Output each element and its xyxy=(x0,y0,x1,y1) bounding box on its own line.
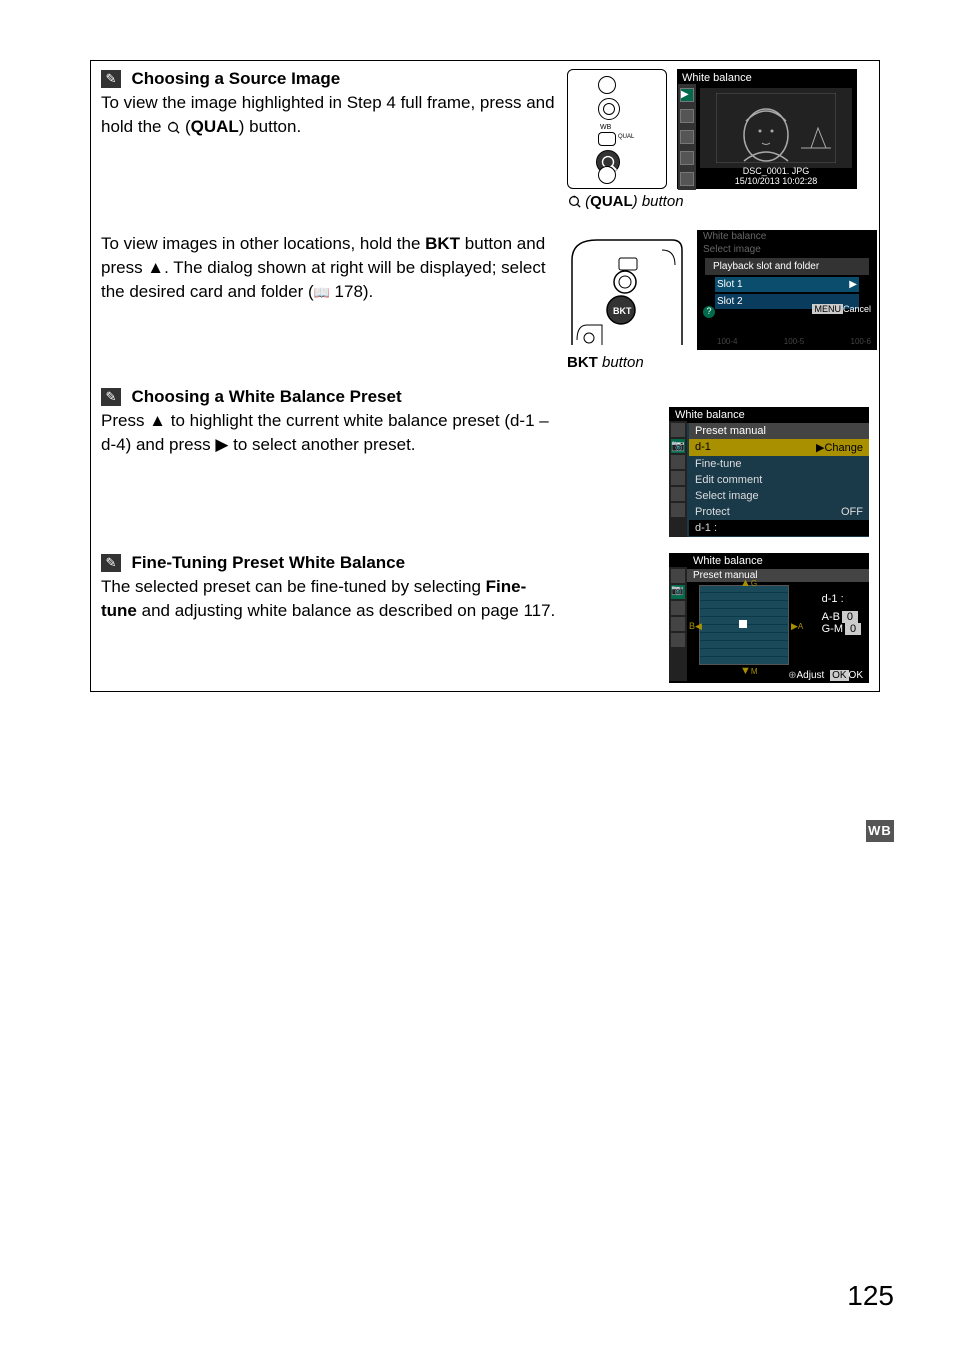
camera-controls-diagram-1: WB QUAL xyxy=(567,69,667,189)
camera-bkt-diagram: BKT xyxy=(567,230,687,350)
section3-title: Choosing a White Balance Preset xyxy=(131,387,401,406)
svg-text:+: + xyxy=(572,194,576,200)
bkt-button-caption: BKT button xyxy=(567,354,877,371)
svg-text:+: + xyxy=(171,120,175,126)
section2-text: To view images in other locations, hold … xyxy=(101,232,561,303)
section4-title: Fine-Tuning Preset White Balance xyxy=(131,553,405,572)
preset-menu-screen: White balance 📷 Preset manual d-1▶Change… xyxy=(669,407,869,537)
page-number: 125 xyxy=(847,1280,894,1312)
section1-title: Choosing a Source Image xyxy=(131,69,340,88)
fine-tune-grid-screen: White balance 📷 Preset manual ▲G ▼M B◀ ▶… xyxy=(669,553,869,683)
section1-text: To view the image highlighted in Step 4 … xyxy=(101,91,561,139)
slot-dialog: White balance Select image Playback slot… xyxy=(697,230,877,350)
note-icon: ✎ xyxy=(101,554,121,572)
svg-text:BKT: BKT xyxy=(613,306,632,316)
note-icon: ✎ xyxy=(101,70,121,88)
section3-text: Press ▲ to highlight the current white b… xyxy=(101,409,561,457)
wb-badge: WB xyxy=(866,820,894,842)
qual-button-caption: + (QUAL) button xyxy=(567,193,869,210)
section4-text: The selected preset can be fine-tuned by… xyxy=(101,575,561,623)
note-icon: ✎ xyxy=(101,388,121,406)
lcd-preview-1: White balance ▶ xyxy=(677,69,857,189)
